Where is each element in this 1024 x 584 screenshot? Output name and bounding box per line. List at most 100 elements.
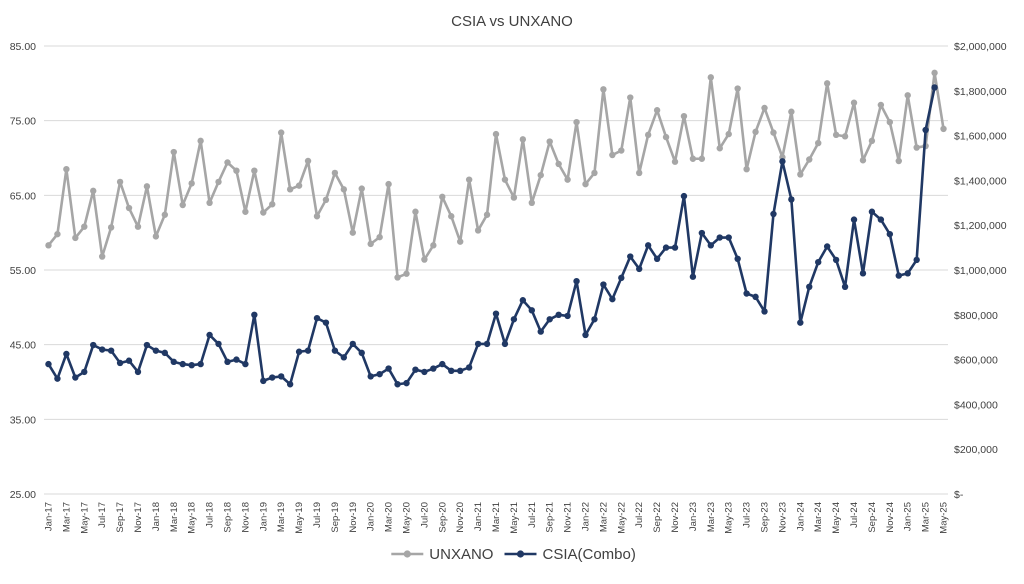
x-tick-label: Jan-25 xyxy=(903,502,914,531)
data-point-unxano xyxy=(940,125,947,133)
data-point-unxano xyxy=(179,201,186,209)
data-point-unxano xyxy=(680,112,688,120)
data-point-csia-combo xyxy=(295,348,303,355)
series-line-csia-combo xyxy=(47,87,936,386)
y-right-tick-label: $1,400,000 xyxy=(954,175,1007,187)
x-tick-label: Jan-18 xyxy=(151,502,162,531)
data-point-unxano xyxy=(206,199,213,206)
data-point-csia-combo xyxy=(474,340,482,348)
data-point-csia-combo xyxy=(743,290,750,297)
data-point-csia-combo xyxy=(636,265,643,273)
data-point-csia-combo xyxy=(555,311,562,318)
series-csia-combo xyxy=(45,84,938,388)
legend: UNXANO CSIA(Combo) xyxy=(391,546,636,563)
data-point-unxano xyxy=(609,151,616,159)
data-point-unxano xyxy=(161,211,169,218)
data-point-unxano xyxy=(653,107,661,114)
x-tick-label: Jul-22 xyxy=(634,502,645,528)
data-point-unxano xyxy=(618,147,625,154)
y-left-tick-label: 85.00 xyxy=(10,41,36,53)
data-point-unxano xyxy=(322,196,330,204)
data-point-csia-combo xyxy=(501,340,509,348)
data-point-unxano xyxy=(474,227,482,234)
legend-item-unxano: UNXANO xyxy=(391,546,493,563)
data-point-csia-combo xyxy=(671,244,679,251)
x-tick-label: May-18 xyxy=(187,502,198,534)
data-point-csia-combo xyxy=(725,234,732,241)
data-point-csia-combo xyxy=(859,270,867,277)
series-line-unxano xyxy=(47,71,945,279)
data-point-csia-combo xyxy=(564,312,571,320)
data-point-csia-combo xyxy=(215,340,222,348)
data-point-unxano xyxy=(528,199,535,206)
data-point-csia-combo xyxy=(904,270,911,277)
data-point-csia-combo xyxy=(734,255,741,262)
x-tick-label: Jul-17 xyxy=(97,502,108,528)
data-point-csia-combo xyxy=(931,84,938,91)
data-point-csia-combo xyxy=(358,349,365,357)
legend-swatch-marker xyxy=(403,550,411,558)
y-right-tick-label: $600,000 xyxy=(954,355,998,367)
data-point-csia-combo xyxy=(349,340,356,348)
data-point-csia-combo xyxy=(483,340,491,348)
x-tick-label: Mar-19 xyxy=(276,502,287,532)
x-tick-label: May-21 xyxy=(509,502,520,534)
x-tick-label: Nov-19 xyxy=(348,502,359,533)
x-tick-label: Jan-24 xyxy=(795,502,806,531)
data-point-unxano xyxy=(448,213,455,220)
y-right-tick-label: $1,600,000 xyxy=(954,131,1007,143)
data-point-csia-combo xyxy=(116,359,124,367)
data-point-csia-combo xyxy=(492,310,500,317)
x-tick-label: Mar-18 xyxy=(169,502,180,532)
data-point-csia-combo xyxy=(609,295,616,303)
x-tick-label: Nov-17 xyxy=(133,502,144,533)
data-point-csia-combo xyxy=(797,319,804,326)
data-point-unxano xyxy=(45,242,52,249)
data-point-csia-combo xyxy=(340,354,348,361)
x-tick-label: Sep-17 xyxy=(115,502,126,533)
x-tick-label: May-24 xyxy=(831,502,842,534)
data-point-unxano xyxy=(72,234,79,242)
data-point-unxano xyxy=(734,85,741,92)
x-tick-label: Nov-23 xyxy=(777,502,788,533)
data-point-csia-combo xyxy=(197,360,204,368)
x-tick-label: Mar-20 xyxy=(384,502,395,532)
data-point-unxano xyxy=(823,80,831,87)
data-point-csia-combo xyxy=(752,293,759,301)
y-left-tick-label: 55.00 xyxy=(10,265,36,277)
y-right-tick-label: $200,000 xyxy=(954,444,998,456)
data-point-csia-combo xyxy=(788,196,795,203)
data-point-unxano xyxy=(716,145,723,152)
data-point-unxano xyxy=(152,233,160,240)
data-point-unxano xyxy=(537,171,544,179)
y-right-tick-label: $- xyxy=(954,489,964,501)
x-tick-label: Jul-21 xyxy=(527,502,538,528)
data-point-unxano xyxy=(394,274,401,281)
data-point-csia-combo xyxy=(868,208,876,215)
data-point-csia-combo xyxy=(806,283,813,290)
data-point-unxano xyxy=(215,178,222,186)
x-tick-label: Jul-19 xyxy=(312,502,323,528)
data-point-csia-combo xyxy=(394,381,401,388)
data-point-csia-combo xyxy=(143,341,151,349)
right-axis-ticks: $- $200,000 $400,000 $600,000 $800,000 $1,000… xyxy=(954,41,1007,501)
data-point-csia-combo xyxy=(770,210,777,218)
legend-swatch-marker xyxy=(516,550,525,558)
y-right-tick-label: $800,000 xyxy=(954,310,998,322)
y-right-tick-label: $1,200,000 xyxy=(954,220,1007,232)
data-point-unxano xyxy=(439,193,446,201)
data-point-unxano xyxy=(286,186,294,193)
x-tick-label: May-17 xyxy=(79,502,90,534)
data-point-unxano xyxy=(116,178,124,186)
data-point-csia-combo xyxy=(439,360,446,368)
data-point-csia-combo xyxy=(457,367,464,374)
data-point-csia-combo xyxy=(779,158,786,165)
data-point-csia-combo xyxy=(600,281,607,288)
data-point-csia-combo xyxy=(403,379,410,387)
data-point-unxano xyxy=(483,211,491,218)
data-point-unxano xyxy=(510,194,518,201)
data-point-unxano xyxy=(125,204,133,212)
data-point-unxano xyxy=(188,180,195,187)
data-point-unxano xyxy=(143,183,151,190)
